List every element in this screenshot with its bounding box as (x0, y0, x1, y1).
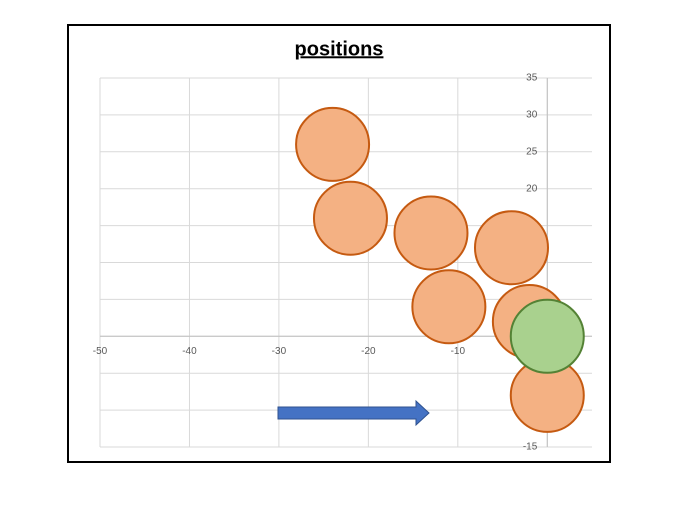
y-tick-label: 25 (526, 146, 538, 157)
x-tick-label: -10 (451, 346, 466, 357)
x-tick-label: -20 (361, 346, 376, 357)
point (411, 269, 487, 345)
chart-title: positions (295, 38, 384, 60)
y-tick-label: 30 (526, 110, 538, 121)
x-tick-label: -40 (182, 346, 197, 357)
point (393, 195, 469, 271)
point (509, 298, 585, 374)
marks (295, 106, 585, 433)
arrow (277, 399, 430, 427)
point (473, 210, 549, 286)
x-tick-label: -50 (93, 346, 108, 357)
y-tick-label: -15 (523, 442, 538, 453)
point (312, 180, 388, 256)
x-tick-label: -30 (272, 346, 287, 357)
y-tick-label: 20 (526, 183, 538, 194)
y-tick-label: 35 (526, 73, 538, 84)
point (295, 106, 371, 182)
arrow-shape (277, 399, 430, 427)
